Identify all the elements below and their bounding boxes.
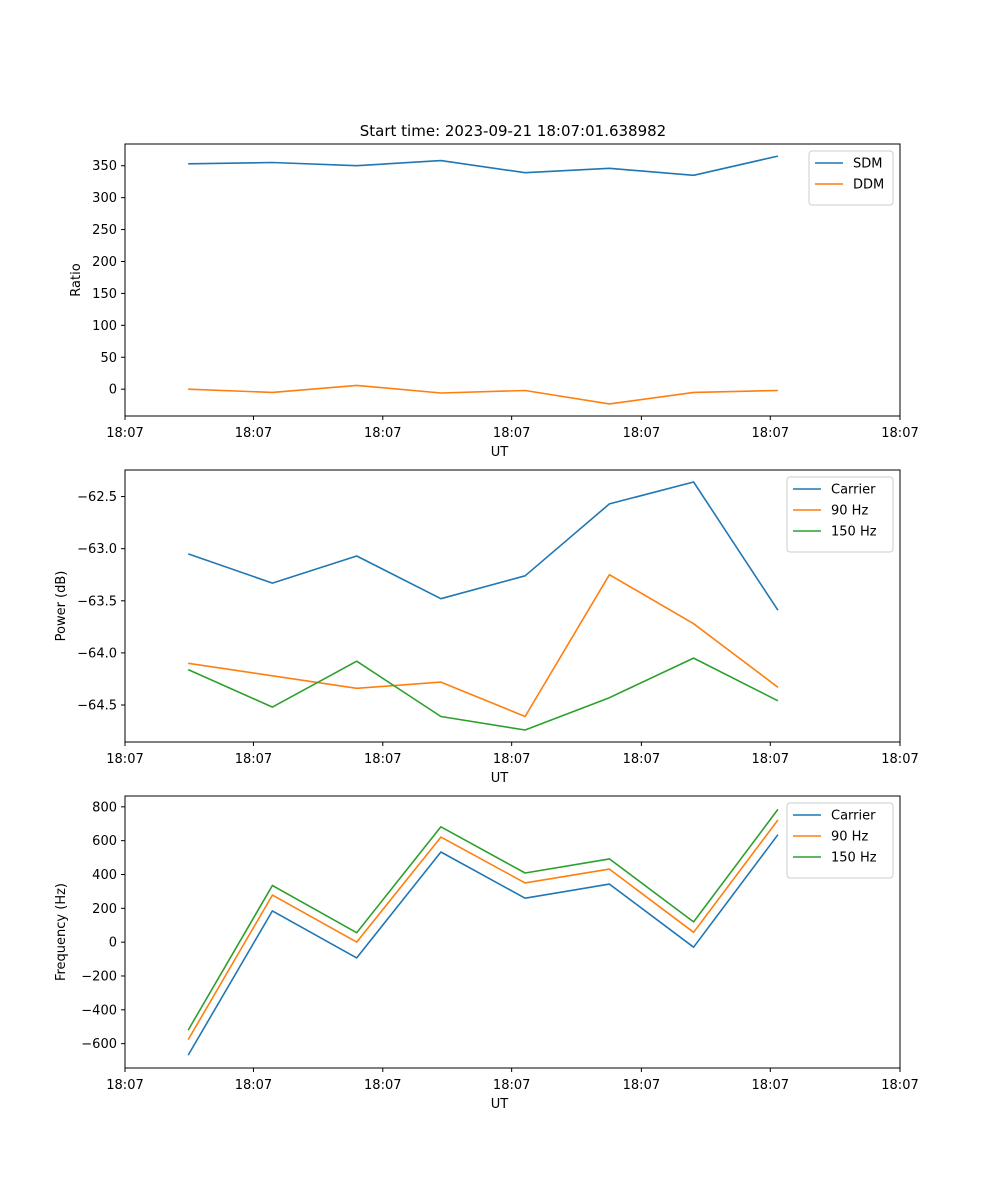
power-x-tick-label: 18:07: [881, 752, 918, 767]
ratio-y-tick-label: 50: [100, 351, 117, 366]
ratio-legend-box: [808, 150, 894, 206]
power-y-tick-label: −62.5: [77, 490, 117, 505]
frequency-y-tick-label: −400: [81, 1003, 117, 1018]
frequency-legend-box: [786, 802, 894, 879]
power-x-tick-label: 18:07: [106, 752, 143, 767]
figure-title: Start time: 2023-09-21 18:07:01.638982: [360, 122, 666, 140]
frequency-y-axis-label: Frequency (Hz): [54, 883, 69, 981]
frequency-x-tick-label: 18:07: [235, 1078, 272, 1093]
power-legend-label: 150 Hz: [831, 525, 877, 540]
ratio-x-tick-label: 18:07: [623, 426, 660, 441]
frequency-series-carrier-line: [187, 834, 779, 1056]
frequency-y-tick-label: 800: [92, 800, 117, 815]
frequency-x-tick-label: 18:07: [364, 1078, 401, 1093]
panels: 18:07 18:07 18:07 18:07 18:07 18:07 18:07 0 50 10…: [54, 143, 919, 1112]
frequency-legend: Carrier 90 Hz 150 Hz: [786, 802, 894, 879]
ratio-x-tick-label: 18:07: [364, 426, 401, 441]
ratio-x-tick-label: 18:07: [493, 426, 530, 441]
panel-power: 18:07 18:07 18:07 18:07 18:07 18:07 18:07 −64.5…: [54, 469, 919, 786]
ratio-series-ddm-line: [188, 384, 778, 405]
ratio-y-tick-label: 150: [92, 287, 117, 302]
power-series-150-hz-line: [187, 657, 779, 731]
frequency-x-tick-label: 18:07: [752, 1078, 789, 1093]
frequency-axes-frame: [124, 795, 901, 1069]
frequency-x-tick-label: 18:07: [106, 1078, 143, 1093]
ratio-legend-label: SDM: [853, 157, 882, 172]
frequency-x-tick-label: 18:07: [881, 1078, 918, 1093]
frequency-x-axis-label: UT: [491, 1097, 509, 1112]
power-series-carrier-line: [187, 481, 779, 611]
power-y-tick-label: −63.5: [77, 594, 117, 609]
power-legend: Carrier 90 Hz 150 Hz: [786, 476, 894, 553]
power-axes-frame: [124, 469, 901, 743]
ratio-x-tick-label: 18:07: [235, 426, 272, 441]
ratio-x-tick-label: 18:07: [881, 426, 918, 441]
ratio-x-tick-label: 18:07: [106, 426, 143, 441]
frequency-y-tick-label: 200: [92, 902, 117, 917]
ratio-y-tick-label: 250: [92, 223, 117, 238]
frequency-series-90-hz-line: [187, 819, 779, 1041]
ratio-y-tick-label: 100: [92, 319, 117, 334]
ratio-y-axis-label: Ratio: [69, 263, 84, 296]
panel-frequency: 18:07 18:07 18:07 18:07 18:07 18:07 18:07 −600 −…: [54, 795, 919, 1112]
ratio-y-tick-label: 0: [109, 383, 117, 398]
power-x-tick-label: 18:07: [235, 752, 272, 767]
power-legend-label: 90 Hz: [831, 504, 868, 519]
power-x-tick-label: 18:07: [364, 752, 401, 767]
frequency-x-tick-label: 18:07: [493, 1078, 530, 1093]
frequency-y-tick-label: −600: [81, 1037, 117, 1052]
frequency-y-tick-label: −200: [81, 969, 117, 984]
power-y-tick-label: −64.0: [77, 646, 117, 661]
frequency-x-tick-label: 18:07: [623, 1078, 660, 1093]
ratio-legend: SDM DDM: [808, 150, 894, 206]
ratio-series-sdm-line: [188, 155, 779, 177]
frequency-legend-label: 150 Hz: [831, 851, 877, 866]
ratio-x-tick-label: 18:07: [752, 426, 789, 441]
ratio-y-tick-label: 200: [92, 255, 117, 270]
power-y-tick-label: −63.0: [77, 542, 117, 557]
ratio-y-tick-label: 350: [92, 159, 117, 174]
frequency-legend-label: Carrier: [831, 809, 876, 824]
frequency-y-tick-label: 0: [109, 936, 117, 951]
frequency-series-150-hz-line: [187, 808, 779, 1031]
power-legend-box: [786, 476, 894, 553]
power-series-90-hz-line: [188, 573, 779, 718]
frequency-y-tick-label: 400: [92, 868, 117, 883]
power-x-tick-label: 18:07: [493, 752, 530, 767]
power-x-tick-label: 18:07: [623, 752, 660, 767]
power-y-axis-label: Power (dB): [54, 571, 69, 642]
frequency-y-tick-label: 600: [92, 834, 117, 849]
ratio-x-axis-label: UT: [491, 445, 509, 460]
power-x-tick-label: 18:07: [752, 752, 789, 767]
ratio-y-tick-label: 300: [92, 191, 117, 206]
panel-ratio: 18:07 18:07 18:07 18:07 18:07 18:07 18:07 0 50 10…: [69, 143, 919, 460]
ratio-legend-label: DDM: [853, 178, 884, 193]
power-y-tick-label: −64.5: [77, 699, 117, 714]
ratio-axes-frame: [124, 143, 901, 417]
power-legend-label: Carrier: [831, 483, 876, 498]
frequency-legend-label: 90 Hz: [831, 830, 868, 845]
power-x-axis-label: UT: [491, 771, 509, 786]
